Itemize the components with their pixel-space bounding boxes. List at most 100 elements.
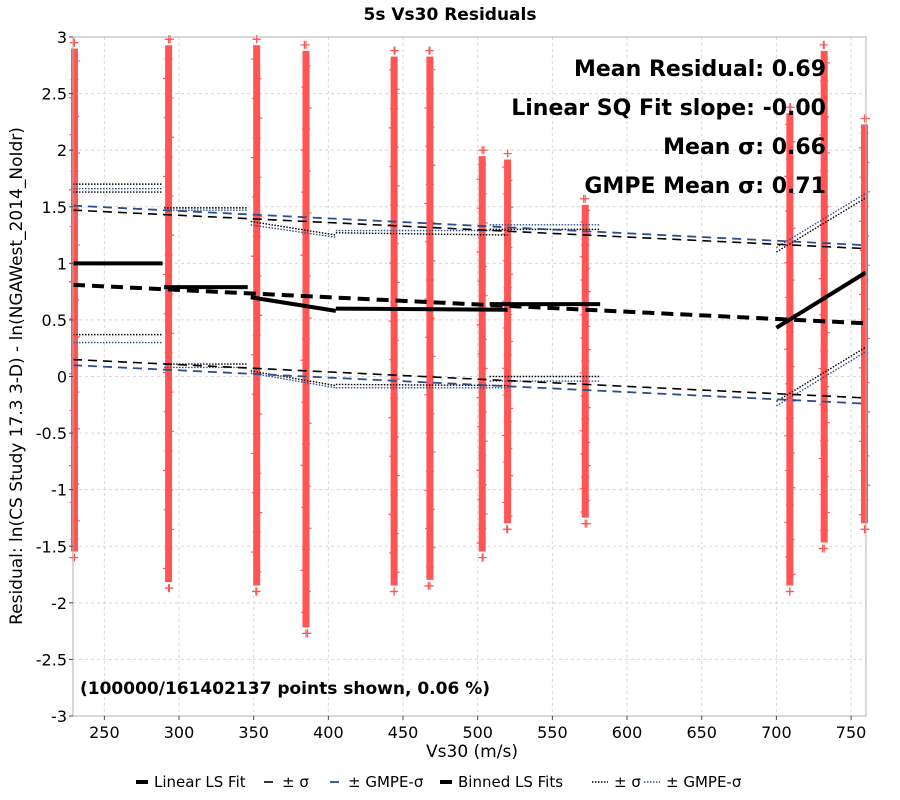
scatter-point — [70, 553, 79, 562]
scatter-point — [425, 467, 434, 476]
scatter-point — [254, 508, 263, 517]
scatter-point — [860, 114, 869, 123]
scatter-point — [70, 167, 79, 176]
scatter-point — [390, 104, 399, 113]
scatter-point — [301, 40, 310, 49]
scatter-point — [163, 113, 172, 122]
scatter-point — [427, 543, 436, 552]
scatter-point — [427, 352, 436, 361]
scatter-point — [252, 232, 261, 241]
scatter-point — [389, 355, 398, 364]
scatter-point — [254, 114, 263, 123]
scatter-point — [581, 194, 590, 203]
scatter-point — [301, 629, 310, 638]
scatter-point — [427, 65, 436, 74]
scatter-point — [821, 508, 830, 517]
scatter-point — [253, 74, 262, 83]
scatter-column — [579, 194, 591, 528]
scatter-point — [426, 505, 435, 514]
scatter-point — [821, 148, 830, 157]
scatter-point — [580, 334, 589, 343]
scatter-point — [503, 525, 512, 534]
scatter-point — [478, 408, 487, 417]
scatter-point — [390, 143, 399, 152]
scatter-point — [785, 466, 794, 475]
scatter-point — [389, 259, 398, 268]
scatter-point — [478, 160, 487, 169]
scatter-point — [251, 488, 260, 497]
scatter-point — [389, 65, 398, 74]
scatter-point — [478, 480, 487, 489]
scatter-point — [786, 189, 795, 198]
scatter-point — [166, 133, 175, 142]
legend-entry: Binned LS Fits — [440, 773, 563, 791]
scatter-point — [251, 193, 260, 202]
scatter-point — [861, 305, 870, 314]
scatter-point — [164, 446, 173, 455]
annotation-text: GMPE Mean σ: 0.71 — [584, 174, 826, 199]
scatter-point — [302, 587, 311, 596]
scatter-point — [300, 146, 309, 155]
scatter-point — [505, 404, 514, 413]
scatter-point — [425, 142, 434, 151]
scatter-point — [162, 564, 171, 573]
scatter-point — [301, 398, 310, 407]
scatter-point — [69, 130, 78, 139]
scatter-point — [164, 250, 173, 259]
scatter-point — [301, 188, 310, 197]
scatter-point — [787, 224, 796, 233]
annotation-text: Mean Residual: 0.69 — [574, 57, 826, 82]
scatter-point — [819, 490, 828, 499]
y-tick-label: 3 — [57, 28, 67, 47]
scatter-point — [479, 291, 488, 300]
x-tick-label: 300 — [164, 723, 195, 742]
scatter-point — [504, 176, 513, 185]
series-line — [250, 372, 336, 389]
series-line — [776, 192, 867, 249]
scatter-point — [820, 76, 829, 85]
scatter-point — [478, 451, 487, 460]
scatter-point — [302, 61, 311, 70]
scatter-point — [477, 204, 486, 213]
scatter-point — [166, 231, 175, 240]
x-tick-label: 600 — [612, 723, 643, 742]
scatter-point — [502, 324, 511, 332]
scatter-point — [478, 553, 487, 562]
series-line — [335, 306, 508, 312]
scatter-point — [70, 535, 79, 544]
scatter-point — [785, 552, 794, 561]
series-line — [250, 370, 336, 387]
scatter-point — [787, 397, 796, 406]
scatter-point — [503, 149, 512, 158]
scatter-point — [504, 511, 513, 520]
scatter-point — [302, 272, 311, 281]
scatter-point — [252, 133, 261, 142]
x-tick-label: 550 — [537, 723, 568, 742]
scatter-point — [253, 469, 262, 478]
scatter-point — [162, 74, 171, 83]
series-line — [250, 220, 336, 236]
scatter-point — [301, 503, 310, 512]
scatter-point — [302, 167, 311, 176]
scatter-point — [301, 608, 310, 617]
series-line — [250, 295, 337, 313]
series-line — [776, 346, 867, 402]
x-tick-label: 400 — [313, 723, 344, 742]
scatter-point — [426, 314, 435, 323]
scatter-point — [477, 495, 486, 504]
scatter-point — [582, 206, 591, 215]
scatter-point — [785, 206, 794, 215]
scatter-point — [820, 382, 829, 391]
scatter-point — [787, 570, 796, 579]
scatter-point — [582, 345, 591, 354]
scatter-point — [301, 82, 310, 91]
scatter-point — [579, 368, 588, 377]
scatter-point — [821, 328, 830, 337]
scatter-point — [163, 505, 172, 514]
scatter-point — [581, 473, 590, 482]
y-tick-label: -2 — [51, 594, 67, 613]
scatter-point — [579, 484, 588, 493]
scatter-point — [504, 310, 513, 319]
scatter-point — [820, 202, 829, 211]
